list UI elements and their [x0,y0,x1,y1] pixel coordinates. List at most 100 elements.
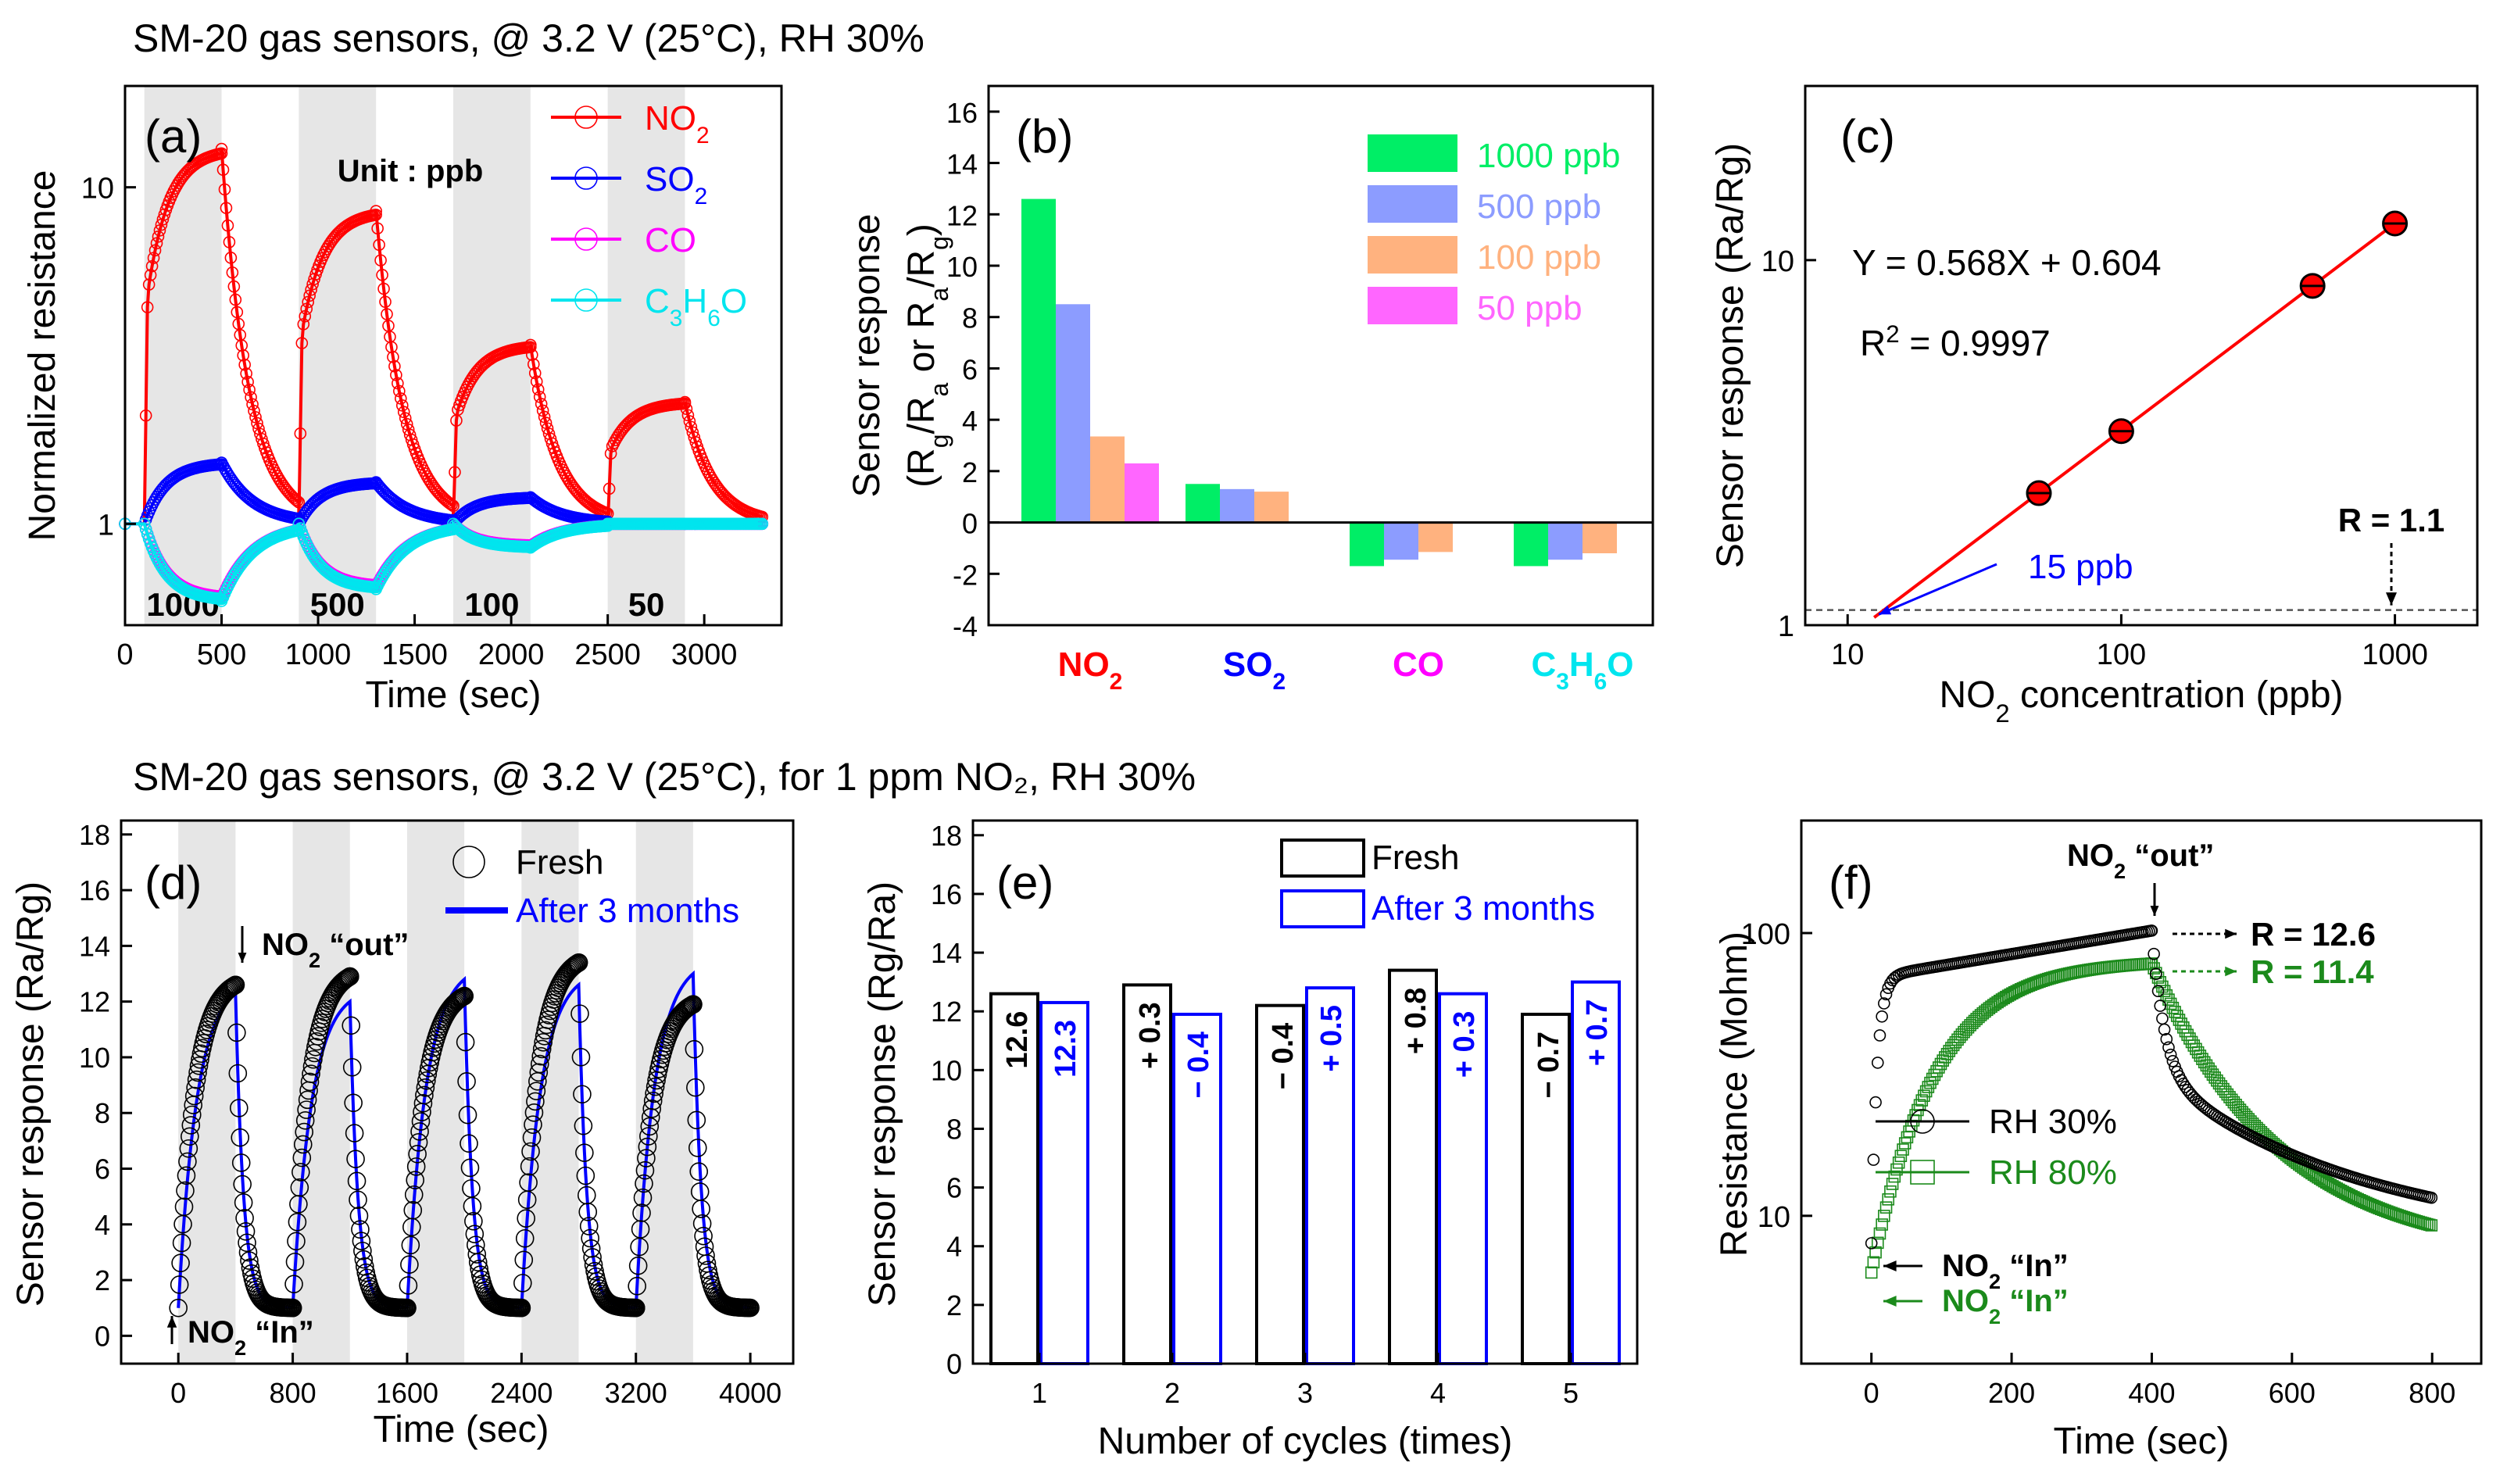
legend-swatch [1368,287,1457,324]
data-point [295,337,309,349]
x-axis-label: Number of cycles (times) [1098,1421,1513,1462]
data-point [1937,1054,1949,1067]
data-point [186,1078,205,1097]
legend-label: NO2 [645,99,710,148]
data-point [2200,1059,2213,1072]
y-tick-label: 18 [79,819,110,851]
data-point [2236,1106,2248,1119]
data-point [228,1064,248,1083]
data-point [370,205,382,217]
data-point [184,1086,204,1106]
x-tick-label: 800 [2409,1377,2455,1409]
data-point [251,417,263,430]
data-point [1878,997,1890,1010]
data-point [355,1257,374,1276]
x-tick-label: 3200 [605,1377,667,1409]
x-tick-label: 1000 [2362,638,2428,671]
data-point [287,1232,306,1251]
data-point [376,269,388,281]
y-tick-label: 18 [931,820,962,852]
data-point [1878,1210,1890,1222]
data-point [150,237,163,250]
data-point [2244,1115,2257,1128]
data-point [393,384,406,398]
data-point [385,341,398,354]
data-point [334,971,354,990]
data-point [406,1171,425,1189]
arrow-r80-head [2225,966,2237,977]
data-point [686,1078,705,1097]
data-point [2196,1053,2208,1065]
data-point [237,349,250,362]
data-point [527,358,540,370]
data-point [513,1274,532,1293]
data-point [233,1175,252,1194]
data-point [2183,1032,2196,1045]
data-point [179,1139,198,1158]
data-point [334,972,352,991]
data-point [449,466,461,479]
data-point [226,975,245,995]
x-axis-label: Time (sec) [374,1409,549,1450]
bar [1388,968,1438,1365]
data-point [2154,999,2167,1012]
data-point [2151,985,2165,997]
data-point [2187,1039,2201,1052]
data-point [539,417,553,429]
data-point [394,392,407,405]
x-axis-label: Time (sec) [2054,1421,2230,1462]
x-tick-label: 100 [2097,638,2146,671]
data-point [398,1298,417,1318]
data-point [234,1193,253,1212]
data-point [249,411,262,424]
data-point [304,1050,323,1069]
data-point [520,1157,539,1176]
data-point [534,1032,553,1052]
data-point [399,412,412,424]
data-point [564,957,584,975]
data-point [245,391,257,404]
data-point [241,375,254,388]
x-tick-label: 5 [1563,1377,1579,1409]
data-point [231,1153,251,1172]
x-tick-label: 1000 [285,638,352,671]
data-point [349,1190,367,1210]
y-tick-label: 14 [79,930,110,962]
data-point [1873,1227,1887,1240]
data-point [2202,1104,2215,1117]
data-point [182,1105,202,1125]
data-point [460,1134,478,1153]
x-tick-label: 600 [2269,1377,2316,1409]
data-point [628,1256,648,1275]
data-point [1980,1003,1994,1017]
data-point [229,293,242,306]
data-point [635,1174,653,1193]
data-point [238,358,251,371]
data-point [408,1144,427,1164]
data-point [142,278,156,291]
data-point [374,254,387,266]
data-point [527,1082,546,1100]
data-point [297,1100,316,1119]
data-point [576,1166,595,1185]
y-tick-label: 1 [98,509,114,542]
data-point [224,252,238,264]
data-point [288,492,301,505]
legend-swatch [1368,185,1457,223]
data-point [145,259,159,273]
x-tick-label: 3 [1297,1377,1313,1409]
bar [1418,522,1453,552]
data-point [240,1251,259,1270]
data-point [283,1298,302,1318]
data-point [299,507,312,520]
data-point [458,1105,477,1125]
data-point [294,427,307,440]
data-point [291,1163,310,1182]
data-point [381,308,393,320]
data-point [531,1046,551,1066]
data-point [2166,1055,2180,1067]
x-tick-label: 1 [1032,1377,1047,1409]
data-point [1897,1143,1909,1156]
data-point [351,1220,370,1239]
plot-frame [971,819,1639,1365]
